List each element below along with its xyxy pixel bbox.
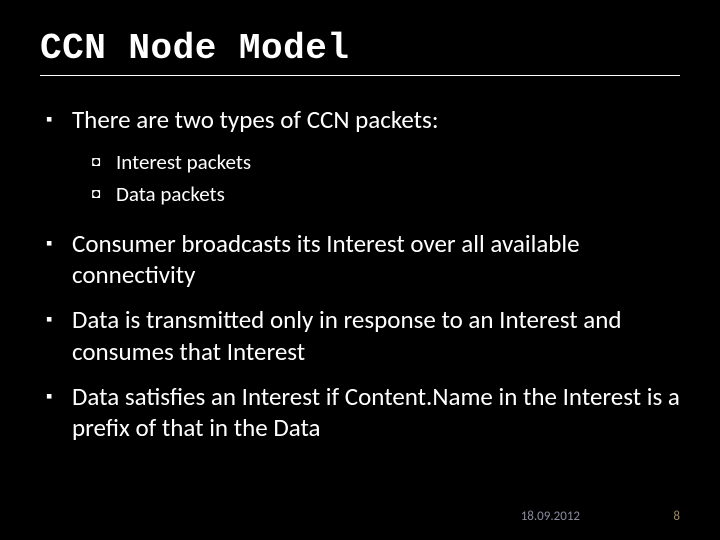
sub-bullet-item: ◘ Interest packets (92, 149, 680, 176)
bullet-item: ▪ Data is transmitted only in response t… (40, 304, 680, 367)
sub-bullet-marker-icon: ◘ (92, 181, 116, 203)
bullet-text: There are two types of CCN packets: (72, 104, 680, 135)
bullet-text: Data is transmitted only in response to … (72, 304, 680, 367)
sub-bullet-text: Data packets (116, 181, 680, 208)
bullet-marker-icon: ▪ (46, 104, 72, 131)
bullet-marker-icon: ▪ (46, 228, 72, 255)
sub-bullet-text: Interest packets (116, 149, 680, 176)
sub-bullet-marker-icon: ◘ (92, 149, 116, 171)
bullet-marker-icon: ▪ (46, 304, 72, 331)
slide: CCN Node Model ▪ There are two types of … (0, 0, 720, 540)
slide-title: CCN Node Model (40, 28, 680, 69)
bullet-item: ▪ Consumer broadcasts its Interest over … (40, 228, 680, 291)
bullet-text: Consumer broadcasts its Interest over al… (72, 228, 680, 291)
bullet-item: ▪ There are two types of CCN packets: (40, 104, 680, 135)
title-underline (40, 75, 680, 76)
bullet-text: Data satisfies an Interest if Content.Na… (72, 381, 680, 444)
footer-page-number: 8 (673, 509, 680, 524)
sub-bullet-item: ◘ Data packets (92, 181, 680, 208)
footer-date: 18.09.2012 (521, 509, 580, 524)
bullet-item: ▪ Data satisfies an Interest if Content.… (40, 381, 680, 444)
sub-bullet-group: ◘ Interest packets ◘ Data packets (92, 149, 680, 208)
bullet-marker-icon: ▪ (46, 381, 72, 408)
